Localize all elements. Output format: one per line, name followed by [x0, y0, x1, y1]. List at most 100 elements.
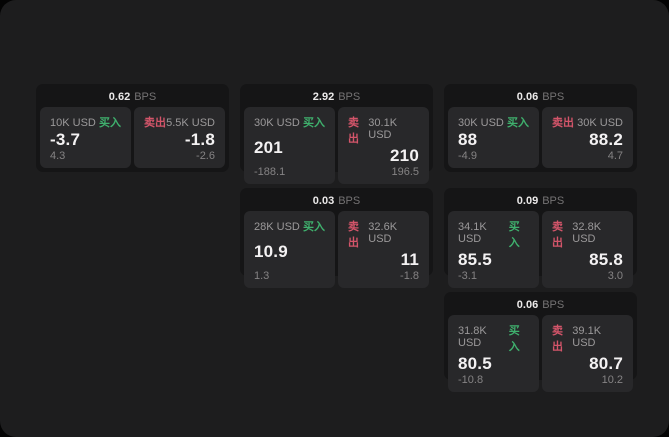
buy-tile-top-row: 31.8K USD 买入 — [458, 322, 529, 354]
buy-delta: -10.8 — [458, 374, 484, 386]
spread-value: 0.09 — [516, 195, 539, 207]
sell-tile-top-row: 卖出 32.6K USD — [348, 218, 419, 250]
spread-unit-label: BPS — [542, 195, 565, 207]
buy-tile[interactable]: 30K USD 买入 201 -188.1 — [244, 107, 335, 184]
buy-side-label: 买入 — [508, 325, 520, 353]
sell-tile-top-row: 卖出 5.5K USD — [144, 114, 215, 130]
sell-delta: 3.0 — [607, 270, 623, 282]
spread-value: 0.62 — [108, 91, 131, 103]
buy-side-label: 买入 — [303, 117, 325, 129]
quote-tiles: 30K USD 买入 88 -4.9 卖出 30K USD 88.2 4.7 — [448, 107, 633, 168]
sell-amount: 5.5K USD — [166, 117, 215, 129]
sell-amount: 30.1K USD — [368, 117, 398, 141]
quote-tiles: 34.1K USD 买入 85.5 -3.1 卖出 32.8K USD 85.8… — [448, 211, 633, 288]
sell-amount: 32.8K USD — [572, 221, 602, 245]
spread-value: 0.06 — [516, 91, 539, 103]
sell-delta: 10.2 — [601, 374, 623, 386]
sell-tile[interactable]: 卖出 32.6K USD 11 -1.8 — [338, 211, 429, 288]
buy-side-label: 买入 — [303, 221, 325, 233]
buy-tile[interactable]: 31.8K USD 买入 80.5 -10.8 — [448, 315, 539, 392]
buy-delta: 4.3 — [50, 150, 66, 162]
quote-card: 0.03 BPS 28K USD 买入 10.9 1.3 卖出 32.6K US… — [240, 188, 433, 288]
sell-amount: 32.6K USD — [368, 221, 398, 245]
spread-header: 0.06 BPS — [448, 296, 633, 315]
buy-price: 80.5 — [458, 354, 492, 373]
sell-side-label: 卖出 — [552, 221, 563, 249]
buy-tile[interactable]: 10K USD 买入 -3.7 4.3 — [40, 107, 131, 168]
spread-header: 0.03 BPS — [244, 192, 429, 211]
buy-tile-top-row: 30K USD 买入 — [458, 114, 529, 130]
quote-tiles: 10K USD 买入 -3.7 4.3 卖出 5.5K USD -1.8 -2.… — [40, 107, 225, 168]
sell-delta: -1.8 — [400, 270, 419, 282]
spread-header: 0.06 BPS — [448, 88, 633, 107]
buy-tile-top-row: 28K USD 买入 — [254, 218, 325, 234]
spread-unit-label: BPS — [542, 299, 565, 311]
buy-amount: 10K USD — [50, 117, 96, 129]
sell-delta: -2.6 — [196, 150, 215, 162]
buy-tile-top-row: 34.1K USD 买入 — [458, 218, 529, 250]
quote-tiles: 30K USD 买入 201 -188.1 卖出 30.1K USD 210 1… — [244, 107, 429, 184]
buy-delta: -3.1 — [458, 270, 477, 282]
sell-tile[interactable]: 卖出 39.1K USD 80.7 10.2 — [542, 315, 633, 392]
quote-card: 0.62 BPS 10K USD 买入 -3.7 4.3 卖出 5.5K USD… — [36, 84, 229, 172]
buy-price: 88 — [458, 130, 478, 149]
spread-header: 2.92 BPS — [244, 88, 429, 107]
sell-delta: 196.5 — [391, 166, 419, 178]
quote-tiles: 31.8K USD 买入 80.5 -10.8 卖出 39.1K USD 80.… — [448, 315, 633, 392]
buy-side-label: 买入 — [507, 117, 529, 129]
buy-delta: -188.1 — [254, 166, 286, 178]
buy-amount: 30K USD — [254, 117, 300, 129]
sell-price: 210 — [390, 146, 419, 165]
buy-price: 85.5 — [458, 250, 492, 269]
sell-tile[interactable]: 卖出 5.5K USD -1.8 -2.6 — [134, 107, 225, 168]
sell-price: 85.8 — [589, 250, 623, 269]
spread-header: 0.09 BPS — [448, 192, 633, 211]
sell-tile-top-row: 卖出 30K USD — [552, 114, 623, 130]
buy-price: 201 — [254, 138, 283, 157]
buy-tile-top-row: 30K USD 买入 — [254, 114, 325, 130]
quote-card: 0.06 BPS 30K USD 买入 88 -4.9 卖出 30K USD 8… — [444, 84, 637, 172]
quote-card: 2.92 BPS 30K USD 买入 201 -188.1 卖出 30.1K … — [240, 84, 433, 184]
sell-tile[interactable]: 卖出 30K USD 88.2 4.7 — [542, 107, 633, 168]
buy-tile[interactable]: 30K USD 买入 88 -4.9 — [448, 107, 539, 168]
sell-amount: 39.1K USD — [572, 325, 602, 349]
buy-tile-top-row: 10K USD 买入 — [50, 114, 121, 130]
buy-delta: -4.9 — [458, 150, 477, 162]
buy-tile[interactable]: 28K USD 买入 10.9 1.3 — [244, 211, 335, 288]
sell-price: 88.2 — [589, 130, 623, 149]
spread-value: 0.03 — [312, 195, 335, 207]
sell-side-label: 卖出 — [348, 117, 359, 145]
buy-amount: 34.1K USD — [458, 221, 487, 245]
spread-unit-label: BPS — [338, 91, 361, 103]
sell-side-label: 卖出 — [144, 117, 166, 129]
quote-tiles: 28K USD 买入 10.9 1.3 卖出 32.6K USD 11 -1.8 — [244, 211, 429, 288]
buy-price: 10.9 — [254, 242, 288, 261]
sell-tile-top-row: 卖出 30.1K USD — [348, 114, 419, 146]
spread-unit-label: BPS — [134, 91, 157, 103]
quote-cards-grid: 0.62 BPS 10K USD 买入 -3.7 4.3 卖出 5.5K USD… — [36, 84, 637, 392]
sell-delta: 4.7 — [607, 150, 623, 162]
buy-side-label: 买入 — [508, 221, 520, 249]
quote-card: 0.06 BPS 31.8K USD 买入 80.5 -10.8 卖出 39.1… — [444, 292, 637, 392]
buy-delta: 1.3 — [254, 270, 270, 282]
spread-unit-label: BPS — [542, 91, 565, 103]
sell-side-label: 卖出 — [552, 117, 574, 129]
sell-tile[interactable]: 卖出 32.8K USD 85.8 3.0 — [542, 211, 633, 288]
spread-header: 0.62 BPS — [40, 88, 225, 107]
sell-price: -1.8 — [184, 130, 215, 149]
sell-side-label: 卖出 — [552, 325, 563, 353]
spread-unit-label: BPS — [338, 195, 361, 207]
sell-price: 11 — [400, 250, 419, 269]
buy-price: -3.7 — [50, 130, 81, 149]
sell-side-label: 卖出 — [348, 221, 359, 249]
sell-price: 80.7 — [589, 354, 623, 373]
sell-tile-top-row: 卖出 32.8K USD — [552, 218, 623, 250]
buy-tile[interactable]: 34.1K USD 买入 85.5 -3.1 — [448, 211, 539, 288]
buy-amount: 31.8K USD — [458, 325, 487, 349]
quote-card: 0.09 BPS 34.1K USD 买入 85.5 -3.1 卖出 32.8K… — [444, 188, 637, 288]
buy-side-label: 买入 — [99, 117, 121, 129]
buy-amount: 30K USD — [458, 117, 504, 129]
sell-amount: 30K USD — [577, 117, 623, 129]
sell-tile[interactable]: 卖出 30.1K USD 210 196.5 — [338, 107, 429, 184]
